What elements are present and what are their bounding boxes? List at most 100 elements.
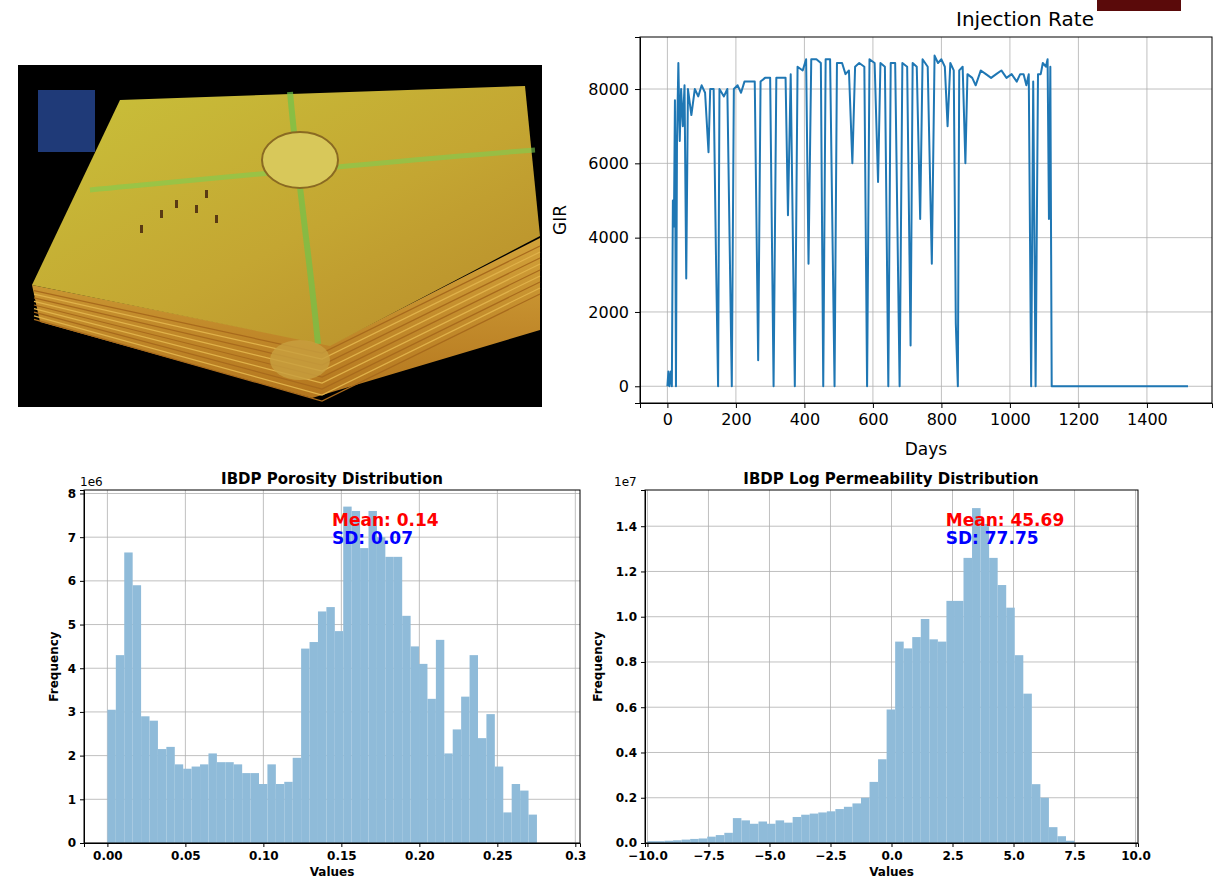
x-tick-label: 200 [721, 410, 752, 429]
model-well [175, 200, 178, 208]
histogram-bar [835, 809, 844, 843]
histogram-bar [225, 762, 233, 843]
x-tick: 400 [790, 403, 821, 429]
y-tick-mark [641, 571, 645, 572]
histogram-bar [133, 585, 141, 843]
model-well [195, 205, 198, 213]
grid-line [84, 580, 580, 581]
y-axis-title: Frequency [47, 631, 61, 701]
histogram-bar [495, 767, 503, 843]
x-tick: 0 [663, 403, 673, 429]
x-tick-label: 5.0 [1003, 849, 1024, 863]
histogram-bar [946, 601, 955, 843]
y-tick-mark [80, 712, 84, 713]
x-tick-mark [769, 843, 770, 847]
plot-frame [645, 490, 1138, 843]
y-tick-label: 1.2 [616, 565, 637, 579]
y-tick-mark [641, 662, 645, 663]
histogram-bar [251, 773, 259, 843]
x-tick: 0.0 [881, 843, 902, 863]
histogram-bar [301, 649, 309, 843]
grid-line [1078, 37, 1079, 403]
histogram-bar [150, 721, 158, 843]
y-multiplier: 1e6 [80, 475, 103, 489]
histogram-bar [707, 837, 716, 843]
x-tick-label: 0.10 [249, 849, 279, 863]
grid-line [830, 490, 831, 843]
histogram-bar [1006, 608, 1015, 843]
y-tick: 7 [68, 531, 84, 545]
x-tick-mark [263, 843, 264, 847]
x-tick-label: 0 [663, 410, 673, 429]
y-tick: 0.0 [616, 836, 645, 850]
y-tick: 0.8 [616, 655, 645, 669]
grid [645, 490, 1138, 843]
x-tick-label: 600 [858, 410, 889, 429]
x-tick-label: 0.3 [565, 849, 586, 863]
grid-line [84, 493, 580, 494]
x-tick: 5.0 [1003, 843, 1024, 863]
x-tick-mark [1014, 843, 1015, 847]
y-tick-label: 0.4 [616, 746, 637, 760]
x-tick-label: −2.5 [815, 849, 846, 863]
y-tick-mark [80, 668, 84, 669]
y-axis-line [635, 38, 641, 404]
x-tick-label: 400 [790, 410, 821, 429]
histogram-bar [827, 811, 836, 843]
histogram-bar [335, 631, 343, 843]
x-tick: 0.15 [327, 843, 357, 863]
x-tick: −2.5 [815, 843, 846, 863]
chart-title: IBDP Porosity Distribution [221, 470, 443, 488]
y-tick: 5 [68, 618, 84, 632]
histogram-bar [938, 642, 947, 843]
histogram-bar [989, 558, 998, 843]
y-tick-mark [80, 756, 84, 757]
x-tick-mark [736, 403, 737, 408]
grid-line [1009, 37, 1010, 403]
histogram-bar [1023, 694, 1032, 843]
histogram-bar [141, 716, 149, 843]
histogram-bar [368, 511, 376, 843]
grid-line [941, 37, 942, 403]
grid-line [667, 37, 668, 403]
histogram-bar [166, 747, 174, 843]
histogram-bar [208, 753, 216, 843]
x-tick: 0.10 [249, 843, 279, 863]
histogram-bar [724, 833, 733, 843]
histogram-bar [1057, 836, 1066, 843]
histogram-bar [158, 749, 166, 843]
y-tick-mark [80, 537, 84, 538]
x-tick: 0.3 [565, 843, 586, 863]
x-tick-mark [1147, 403, 1148, 408]
x-tick-mark [1078, 403, 1079, 408]
histogram-bar [758, 822, 767, 843]
histogram-bar [972, 508, 981, 843]
y-tick-mark [80, 625, 84, 626]
x-tick-mark [107, 843, 108, 847]
y-tick: 4000 [588, 228, 640, 247]
y-tick: 0 [619, 377, 640, 396]
histogram-bar [200, 764, 208, 843]
histogram-bar [436, 640, 444, 843]
x-tick-mark [575, 843, 576, 847]
histogram-bar [478, 738, 486, 843]
y-tick-label: 4 [68, 662, 76, 676]
y-axis-title: Frequency [591, 631, 605, 701]
y-tick-mark [641, 752, 645, 753]
histogram-bar [411, 646, 419, 843]
histogram-bar [1040, 798, 1049, 843]
x-tick-label: 10.0 [1121, 849, 1151, 863]
histogram-bar [124, 552, 132, 843]
x-axis-title: Values [310, 865, 355, 879]
model-top [32, 86, 540, 346]
x-tick-mark [804, 403, 805, 408]
histogram-bar [887, 709, 896, 843]
x-tick: 800 [927, 403, 958, 429]
histogram-bar [852, 803, 861, 843]
y-tick-label: 8000 [588, 80, 629, 99]
histogram-bar [183, 769, 191, 843]
histogram-bar [520, 791, 528, 843]
y-tick-mark [80, 493, 84, 494]
x-tick-mark [341, 843, 342, 847]
y-tick: 0.4 [616, 746, 645, 760]
